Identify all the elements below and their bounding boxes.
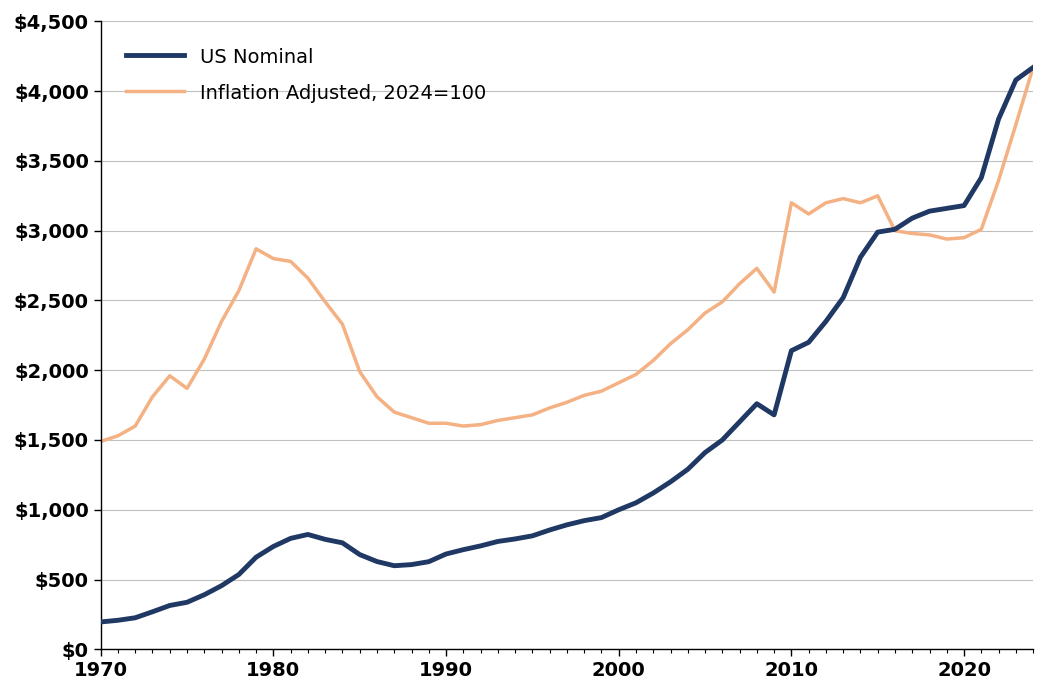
Line: US Nominal: US Nominal bbox=[101, 67, 1033, 622]
Inflation Adjusted, 2024=100 bbox=[267, 255, 280, 263]
Line: Inflation Adjusted, 2024=100: Inflation Adjusted, 2024=100 bbox=[101, 67, 1033, 441]
US Nominal bbox=[319, 535, 332, 543]
US Nominal bbox=[198, 591, 210, 599]
Inflation Adjusted, 2024=100 bbox=[923, 230, 936, 239]
Inflation Adjusted, 2024=100 bbox=[94, 437, 107, 446]
Inflation Adjusted, 2024=100 bbox=[198, 355, 210, 363]
US Nominal bbox=[1027, 63, 1040, 71]
US Nominal bbox=[1009, 76, 1022, 84]
US Nominal bbox=[440, 550, 452, 558]
US Nominal bbox=[94, 618, 107, 626]
Legend: US Nominal, Inflation Adjusted, 2024=100: US Nominal, Inflation Adjusted, 2024=100 bbox=[110, 31, 502, 119]
US Nominal bbox=[267, 542, 280, 550]
Inflation Adjusted, 2024=100 bbox=[440, 419, 452, 428]
Inflation Adjusted, 2024=100 bbox=[1009, 121, 1022, 129]
Inflation Adjusted, 2024=100 bbox=[319, 298, 332, 306]
US Nominal bbox=[923, 207, 936, 215]
Inflation Adjusted, 2024=100 bbox=[1027, 63, 1040, 71]
